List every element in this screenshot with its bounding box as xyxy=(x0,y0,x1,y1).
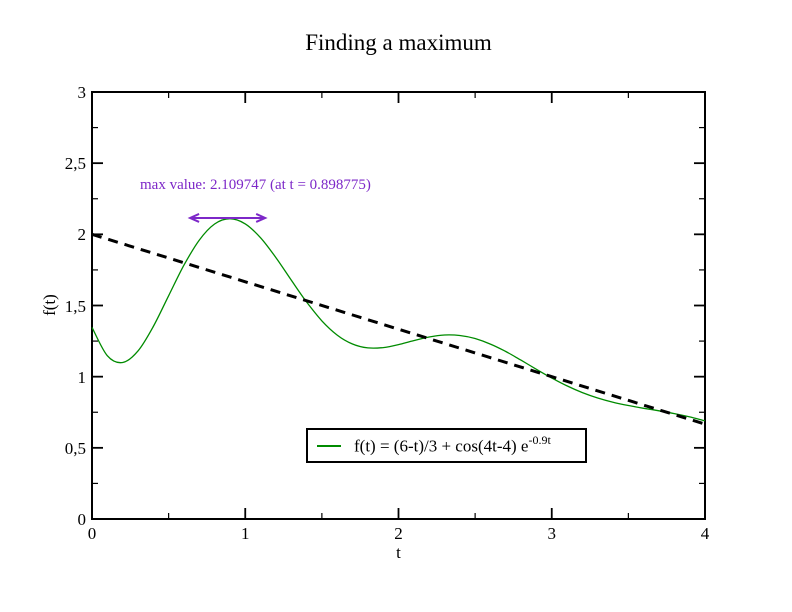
x-axis-label: t xyxy=(396,543,401,562)
legend-line-sample xyxy=(317,444,341,447)
y-tick-label: 1 xyxy=(77,367,87,387)
y-tick-label: 1,5 xyxy=(64,296,86,316)
series-line-1 xyxy=(91,232,706,426)
x-tick-label: 1 xyxy=(241,524,250,543)
y-tick-label: 2,5 xyxy=(64,154,86,174)
arrow-head-right xyxy=(255,213,268,223)
annotation-max-value: max value: 2.109747 (at t = 0.898775) xyxy=(140,177,371,193)
y-tick-label: 0 xyxy=(77,510,87,529)
legend-label-main: f(t) = (6-t)/3 + cos(4t-4) e xyxy=(354,436,529,456)
page-title: Finding a maximum xyxy=(305,30,492,55)
x-tick-label: 0 xyxy=(87,524,97,543)
series-line-0 xyxy=(91,218,706,422)
x-tick-label: 4 xyxy=(700,524,710,543)
y-tick-label: 3 xyxy=(77,83,87,102)
legend-box: f(t) = (6-t)/3 + cos(4t-4) e-0.9t xyxy=(306,428,587,463)
x-tick-label: 3 xyxy=(547,524,557,543)
y-tick-label: 0,5 xyxy=(64,438,86,458)
x-tick-label: 2 xyxy=(394,524,403,543)
legend-entry-label: f(t) = (6-t)/3 + cos(4t-4) e-0.9t xyxy=(354,433,551,457)
arrow-head-left xyxy=(187,213,200,223)
y-tick-label: 2 xyxy=(77,225,87,245)
y-axis-label: f(t) xyxy=(40,294,59,316)
legend-label-exponent: -0.9t xyxy=(528,433,551,448)
